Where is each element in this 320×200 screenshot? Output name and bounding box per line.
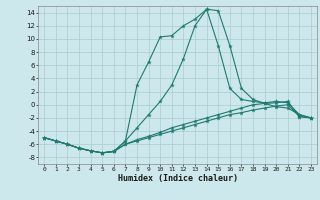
X-axis label: Humidex (Indice chaleur): Humidex (Indice chaleur) [118, 174, 238, 183]
